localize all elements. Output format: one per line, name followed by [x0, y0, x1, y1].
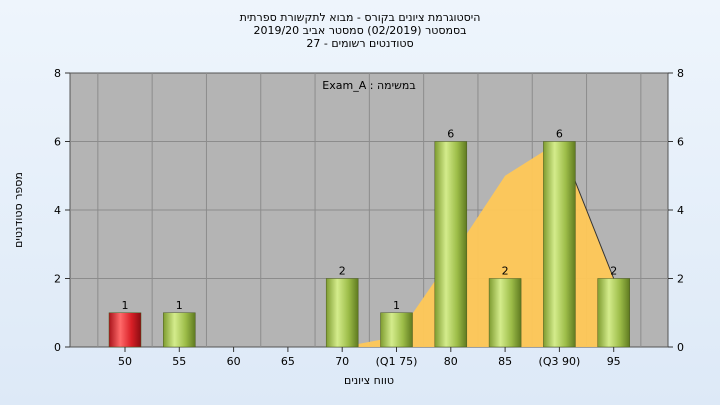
x-tick-label: 50: [118, 355, 132, 368]
data-label-95: 2: [610, 265, 617, 278]
chart-subtitle: במשימה : Exam_A: [322, 79, 415, 92]
x-axis-label: טווח ציונים: [344, 374, 394, 387]
chart-title-line-2: בסמסטר (02/2019) סמסטר אביב 2019/20: [253, 24, 467, 37]
y-tick-label-left: 2: [54, 273, 61, 286]
x-tick-label: (Q1 75): [376, 355, 418, 368]
bar-55: [163, 312, 196, 348]
x-tick-label: 95: [607, 355, 621, 368]
x-tick-label: 65: [281, 355, 295, 368]
data-label-70: 2: [339, 265, 346, 278]
y-axis-label: מספר סטודנטים: [12, 172, 25, 248]
chart-title-line-3: סטודנטים רשומים - 27: [306, 37, 414, 50]
data-label-(Q3 90): 6: [556, 128, 563, 141]
bar-95: [597, 278, 630, 348]
y-tick-label-left: 6: [54, 136, 61, 149]
bar-85: [488, 278, 522, 348]
y-tick-label-right: 8: [677, 67, 684, 80]
bar-70: [325, 278, 359, 348]
y-tick-label-left: 8: [54, 67, 61, 80]
y-tick-label-left: 0: [54, 341, 61, 354]
y-tick-label-right: 6: [677, 136, 684, 149]
bar-80: [434, 141, 468, 348]
y-tick-label-left: 4: [54, 204, 61, 217]
bar-(Q3 90): [543, 141, 576, 348]
x-tick-label: 55: [172, 355, 186, 368]
data-label-55: 1: [176, 299, 183, 312]
x-tick-label: (Q3 90): [539, 355, 581, 368]
x-tick-label: 60: [227, 355, 241, 368]
y-tick-label-right: 0: [677, 341, 684, 354]
bar-50: [108, 312, 142, 348]
data-label-(Q1 75): 1: [393, 299, 400, 312]
x-tick-label: 80: [444, 355, 458, 368]
data-label-50: 1: [122, 299, 129, 312]
data-label-80: 6: [447, 128, 454, 141]
data-label-85: 2: [502, 265, 509, 278]
x-tick-label: 70: [335, 355, 349, 368]
y-tick-label-right: 4: [677, 204, 684, 217]
x-tick-label: 85: [498, 355, 512, 368]
chart-title-line-1: היסטוגרמת ציונים בקורס - מבוא לתקשורת ספ…: [239, 11, 481, 24]
bar-(Q1 75): [380, 312, 413, 348]
y-tick-label-right: 2: [677, 273, 684, 286]
